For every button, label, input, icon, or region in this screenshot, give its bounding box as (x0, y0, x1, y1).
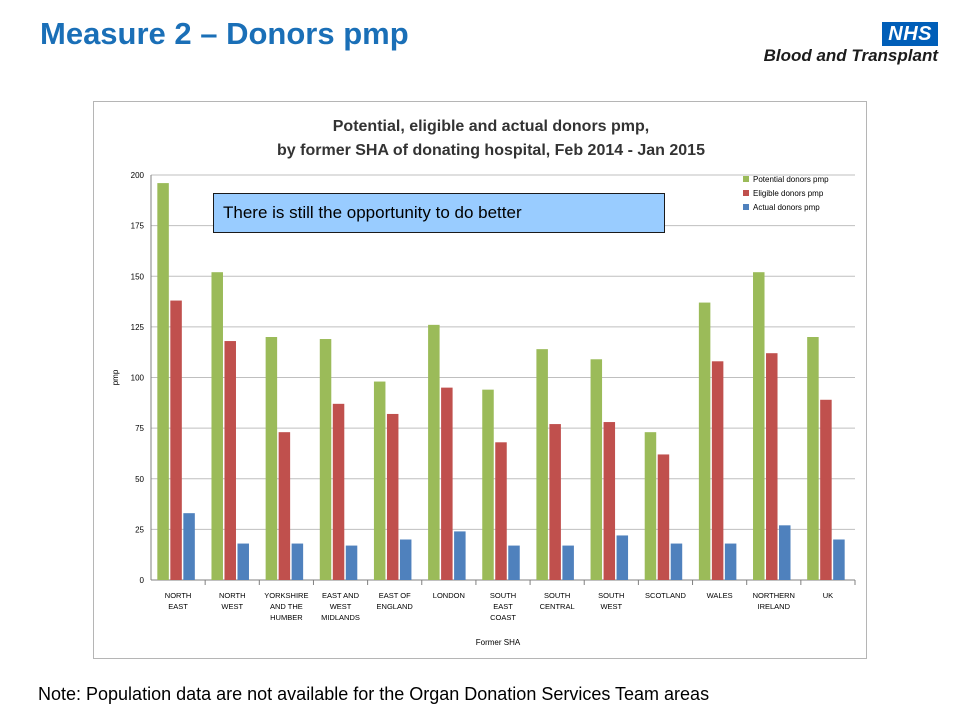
x-tick-label: NORTHERN (753, 591, 795, 600)
bar (616, 535, 629, 580)
y-tick-label: 25 (135, 525, 144, 534)
y-tick-label: 200 (131, 171, 145, 180)
bar (170, 300, 182, 580)
x-tick-label: EAST (168, 602, 188, 611)
x-tick-label: WEST (221, 602, 243, 611)
x-tick-label: EAST AND (322, 591, 360, 600)
chart-title-line: by former SHA of donating hospital, Feb … (277, 142, 705, 159)
x-tick-label: EAST (493, 602, 513, 611)
x-tick-label: AND THE (270, 602, 303, 611)
legend-swatch (743, 190, 749, 196)
nhs-blood-and-transplant-logo: NHS Blood and Transplant (748, 22, 938, 70)
bar (603, 422, 616, 580)
bar (753, 272, 765, 580)
x-tick-label: WEST (600, 602, 622, 611)
x-tick-label: NORTH (165, 591, 192, 600)
bar (657, 454, 670, 580)
callout-box: There is still the opportunity to do bet… (213, 193, 665, 233)
bar (508, 545, 520, 580)
bar (224, 341, 236, 580)
bar (278, 432, 291, 580)
bar (807, 337, 819, 580)
bar (332, 403, 345, 580)
x-axis-label: Former SHA (476, 638, 521, 647)
bar (482, 389, 494, 580)
x-tick-label: HUMBER (270, 613, 303, 622)
bar (345, 545, 358, 580)
donors-bar-chart: Potential, eligible and actual donors pm… (111, 118, 856, 647)
nhs-badge: NHS (882, 22, 938, 46)
bar (428, 324, 440, 580)
bar (562, 545, 574, 580)
y-tick-label: 0 (140, 576, 145, 585)
bar (454, 531, 466, 580)
organisation-name: Blood and Transplant (763, 46, 938, 65)
legend-label: Potential donors pmp (753, 175, 829, 184)
bar (495, 442, 507, 580)
bar (644, 432, 657, 580)
bar (373, 381, 386, 580)
bar (183, 513, 195, 580)
x-tick-label: SCOTLAND (645, 591, 686, 600)
bar (441, 387, 453, 580)
bar (211, 272, 223, 580)
bar (536, 349, 548, 580)
bar (399, 539, 412, 580)
y-tick-label: 175 (131, 222, 145, 231)
x-tick-label: NORTH (219, 591, 246, 600)
x-tick-label: WEST (330, 602, 352, 611)
page-title: Measure 2 – Donors pmp (40, 16, 409, 51)
x-tick-label: YORKSHIRE (264, 591, 308, 600)
bar (670, 543, 683, 580)
bar (833, 539, 845, 580)
chart-title-line: Potential, eligible and actual donors pm… (333, 118, 649, 135)
bar (157, 183, 169, 580)
x-tick-label: EAST OF (379, 591, 411, 600)
bar (590, 359, 603, 580)
bar (386, 413, 399, 580)
x-tick-label: CENTRAL (540, 602, 575, 611)
footnote: Note: Population data are not available … (38, 684, 710, 704)
x-tick-label: MIDLANDS (321, 613, 360, 622)
bar (698, 302, 711, 580)
chart-frame: Potential, eligible and actual donors pm… (93, 101, 867, 659)
bar (711, 361, 724, 580)
bar (291, 543, 304, 580)
legend-label: Eligible donors pmp (753, 189, 824, 198)
x-tick-label: SOUTH (598, 591, 624, 600)
legend-label: Actual donors pmp (753, 203, 820, 212)
bar (237, 543, 249, 580)
bar (820, 399, 832, 580)
x-tick-label: IRELAND (758, 602, 791, 611)
y-tick-label: 50 (135, 475, 144, 484)
y-axis-label: pmp (111, 369, 120, 385)
bar (319, 339, 332, 580)
legend-swatch (743, 204, 749, 210)
bar (779, 525, 791, 580)
y-tick-label: 125 (131, 323, 145, 332)
x-tick-label: LONDON (433, 591, 465, 600)
y-tick-label: 75 (135, 424, 144, 433)
bar (766, 353, 778, 580)
x-tick-label: WALES (707, 591, 733, 600)
x-tick-label: SOUTH (490, 591, 516, 600)
y-tick-label: 150 (131, 272, 145, 281)
x-tick-label: SOUTH (544, 591, 570, 600)
bar (549, 424, 561, 580)
y-tick-label: 100 (131, 374, 145, 383)
x-tick-label: COAST (490, 613, 516, 622)
x-tick-label: ENGLAND (377, 602, 414, 611)
x-tick-label: UK (823, 591, 833, 600)
legend-swatch (743, 176, 749, 182)
bar (265, 337, 278, 580)
bar (724, 543, 737, 580)
